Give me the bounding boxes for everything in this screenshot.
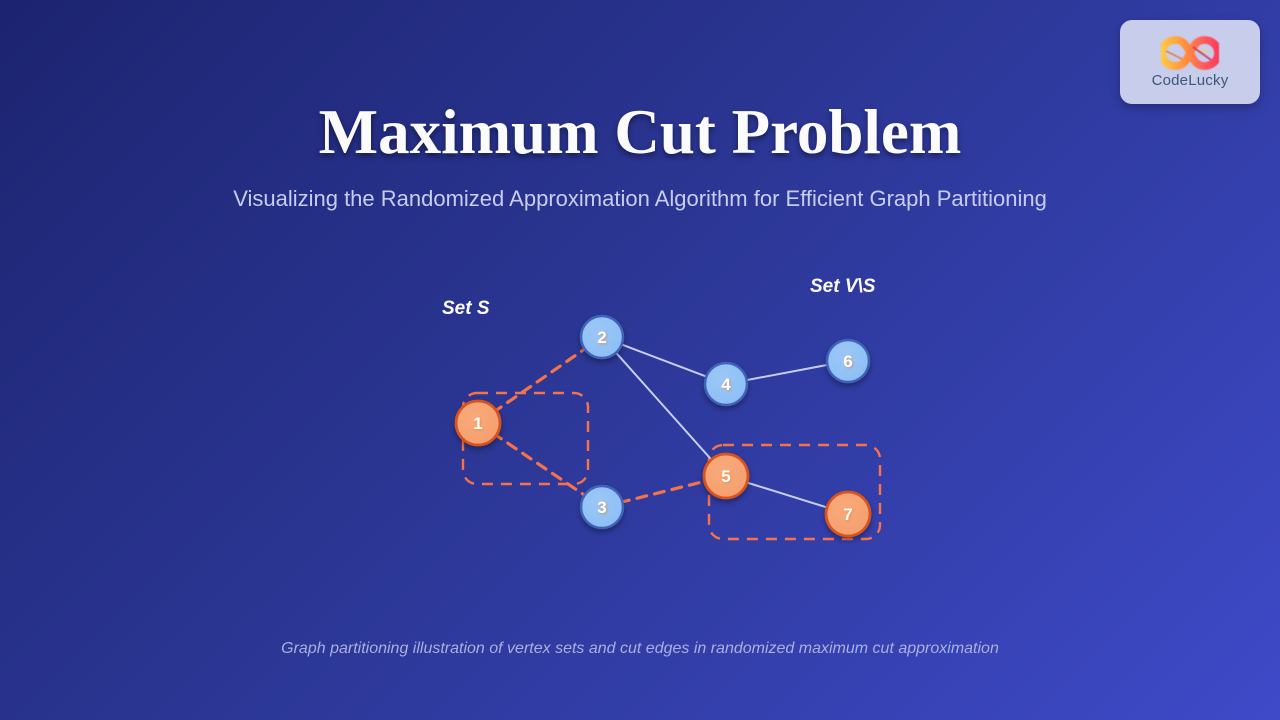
- svg-text:1: 1: [473, 414, 482, 433]
- svg-text:Set V\S: Set V\S: [810, 276, 876, 297]
- svg-text:7: 7: [843, 505, 852, 524]
- svg-text:4: 4: [721, 375, 731, 394]
- svg-text:2: 2: [597, 328, 606, 347]
- svg-text:6: 6: [843, 352, 852, 371]
- svg-text:5: 5: [721, 467, 730, 486]
- svg-text:Set S: Set S: [442, 298, 490, 319]
- svg-text:3: 3: [597, 498, 606, 517]
